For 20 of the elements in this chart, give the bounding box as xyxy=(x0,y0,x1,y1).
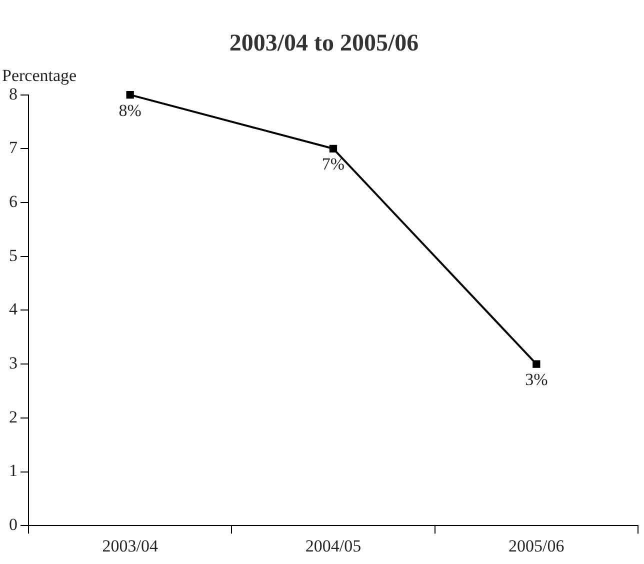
y-tick-label: 2 xyxy=(9,407,18,426)
y-tick-label: 3 xyxy=(9,354,18,373)
y-tick-label: 4 xyxy=(9,300,18,319)
x-tick-label: 2005/06 xyxy=(508,536,564,556)
data-label: 3% xyxy=(525,370,548,390)
point xyxy=(532,360,540,368)
point xyxy=(329,144,338,152)
y-tick-label: 7 xyxy=(9,138,18,158)
y-tick-label: 5 xyxy=(9,246,18,265)
x-tick-label: 2003/04 xyxy=(102,536,158,556)
y-axis-title: Percentage xyxy=(2,66,77,85)
point xyxy=(126,90,134,99)
y-tick-label: 1 xyxy=(9,461,18,480)
y-tick-label: 6 xyxy=(9,192,18,211)
data-label: 8% xyxy=(118,100,142,120)
data-label: 7% xyxy=(322,154,345,174)
chart-title: 2003/04 to 2005/06 xyxy=(229,30,419,57)
y-tick-label: 0 xyxy=(9,515,18,534)
y-tick-label: 8 xyxy=(9,84,18,104)
x-tick-label: 2004/05 xyxy=(305,536,362,556)
